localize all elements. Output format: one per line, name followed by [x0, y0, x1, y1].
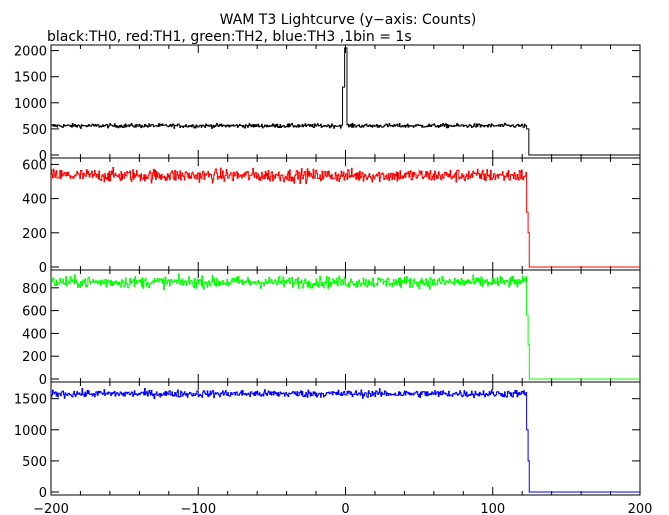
y-tick-label: 600 — [22, 305, 47, 320]
y-tick-label: 2000 — [14, 45, 47, 60]
y-tick-label: 1500 — [14, 71, 47, 86]
panel-th0: 0 500 1000 1500 2000 — [14, 44, 641, 164]
chart-title: WAM T3 Lightcurve (y−axis: Counts) — [220, 12, 477, 28]
y-tick-label: 1000 — [14, 424, 47, 439]
panel-th3: 0 500 1000 1500 — [14, 381, 641, 501]
y-tick-label: 0 — [39, 149, 47, 164]
panel-th2: 0 200 400 600 800 — [22, 269, 641, 388]
panels-group: 0500100015002000020040060002004006008000… — [14, 44, 653, 515]
x-tick-label: −100 — [180, 502, 216, 515]
y-tick-label: 500 — [22, 455, 47, 470]
y-tick-label: 200 — [22, 350, 47, 365]
panel-th1: 0 200 400 600 — [22, 157, 641, 276]
series-line-th0 — [51, 47, 640, 156]
panel-frame — [50, 269, 641, 383]
y-tick-label: 0 — [39, 373, 47, 388]
y-tick-label: 500 — [22, 123, 47, 138]
y-tick-label: 1500 — [14, 393, 47, 408]
x-tick-label: 100 — [480, 502, 505, 515]
panel-frame — [50, 44, 641, 159]
y-tick-label: 200 — [22, 227, 47, 242]
panel-frame — [50, 381, 641, 496]
x-tick-label: 200 — [628, 502, 653, 515]
y-tick-label: 0 — [39, 486, 47, 501]
series-line-th2 — [51, 273, 640, 380]
x-tick-label: 0 — [341, 502, 349, 515]
y-tick-label: 0 — [39, 261, 47, 276]
x-tick-label: −200 — [33, 502, 69, 515]
chart-subtitle: black:TH0, red:TH1, green:TH2, blue:TH3 … — [47, 29, 412, 45]
series-line-th1 — [51, 166, 640, 268]
y-tick-label: 800 — [22, 282, 47, 297]
y-tick-label: 400 — [22, 193, 47, 208]
series-line-th3 — [51, 388, 640, 493]
y-tick-label: 1000 — [14, 97, 47, 112]
y-tick-label: 600 — [22, 158, 47, 173]
y-tick-label: 400 — [22, 327, 47, 342]
